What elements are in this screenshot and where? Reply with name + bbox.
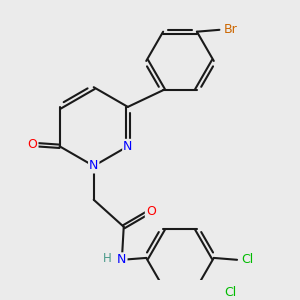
Text: N: N bbox=[123, 140, 133, 153]
Text: H: H bbox=[103, 252, 112, 265]
Text: Cl: Cl bbox=[224, 286, 236, 299]
Text: Cl: Cl bbox=[241, 253, 253, 266]
Text: Br: Br bbox=[224, 23, 238, 36]
Text: N: N bbox=[117, 253, 127, 266]
Text: O: O bbox=[146, 205, 156, 218]
Text: N: N bbox=[89, 160, 98, 172]
Text: O: O bbox=[28, 138, 38, 151]
